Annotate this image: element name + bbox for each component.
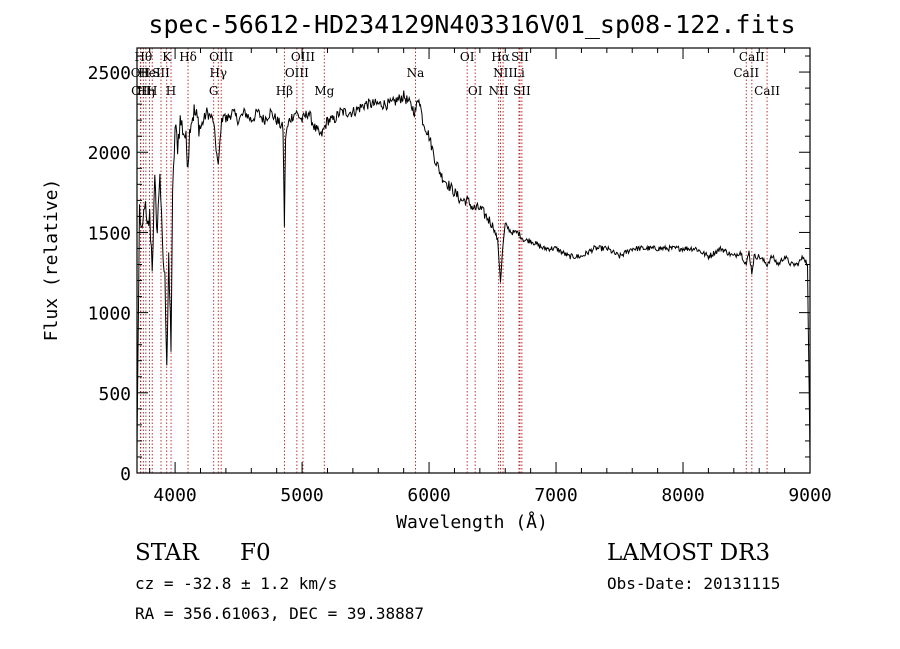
marker-label: CaII <box>754 84 780 98</box>
y-tick-label: 1000 <box>88 304 131 325</box>
marker-label: CaII <box>733 66 759 80</box>
x-tick-label: 5000 <box>280 485 323 506</box>
x-tick-label: 4000 <box>153 485 196 506</box>
marker-label: SII <box>152 66 170 80</box>
marker-label: Hθ <box>134 50 152 64</box>
y-tick-label: 500 <box>98 384 131 405</box>
marker-label: Li <box>513 66 525 80</box>
marker-label: NII <box>493 66 513 80</box>
marker-label: OI <box>468 84 483 98</box>
x-axis-label: Wavelength (Å) <box>396 511 548 533</box>
survey-name: LAMOST DR3 <box>607 540 770 566</box>
marker-label: Hγ <box>209 66 227 80</box>
marker-label: Mg <box>314 84 334 98</box>
spectrum-line <box>136 90 811 458</box>
marker-label: Na <box>407 66 425 80</box>
marker-label: Hα <box>491 50 510 64</box>
marker-label: Hβ <box>276 84 293 98</box>
marker-label: OIII <box>291 50 315 64</box>
line-marker-labels: OII OII Hθ Hη HeI H SII K H Hδ G Hγ OIII Hβ OIII OIII Mg… <box>131 50 780 98</box>
plot-area <box>136 90 811 458</box>
y-tick-label: 2000 <box>88 143 131 164</box>
marker-label: SII <box>513 84 531 98</box>
y-tick-label: 0 <box>120 464 131 485</box>
marker-label: NII <box>489 84 509 98</box>
marker-label: OII <box>131 84 151 98</box>
y-tick-label: 2500 <box>88 63 131 84</box>
marker-label: Hδ <box>179 50 197 64</box>
y-tick-label: 1500 <box>88 223 131 244</box>
velocity-info: cz = -32.8 ± 1.2 km/s <box>135 574 337 593</box>
marker-label: OIII <box>285 66 309 80</box>
obs-date: Obs-Date: 20131115 <box>607 574 780 593</box>
marker-label: OI <box>460 50 475 64</box>
marker-label: H <box>147 84 157 98</box>
x-tick-label: 7000 <box>534 485 577 506</box>
marker-label: H <box>166 84 176 98</box>
x-tick-label: 9000 <box>788 485 831 506</box>
marker-label: OII <box>131 66 151 80</box>
marker-label: HeI <box>138 66 161 80</box>
x-tick-label: 6000 <box>407 485 450 506</box>
x-axis: 4000 5000 6000 7000 8000 9000 <box>149 48 832 506</box>
coordinates-info: RA = 356.61063, DEC = 39.38887 <box>135 604 424 623</box>
marker-label: K <box>162 50 172 64</box>
marker-label: CaII <box>739 50 765 64</box>
marker-label: SII <box>511 50 529 64</box>
line-markers <box>139 48 768 473</box>
object-type: STAR <box>135 540 199 566</box>
y-axis: 0 500 1000 1500 2000 2500 <box>88 55 810 485</box>
x-tick-label: 8000 <box>661 485 704 506</box>
object-subclass: F0 <box>240 540 271 566</box>
marker-label: Hη <box>137 84 155 98</box>
marker-label: G <box>209 84 219 98</box>
marker-label: OIII <box>209 50 233 64</box>
y-axis-label: Flux (relative) <box>41 179 62 342</box>
plot-frame <box>136 47 811 474</box>
chart-title: spec-56612-HD234129N403316V01_sp08-122.f… <box>148 10 795 39</box>
